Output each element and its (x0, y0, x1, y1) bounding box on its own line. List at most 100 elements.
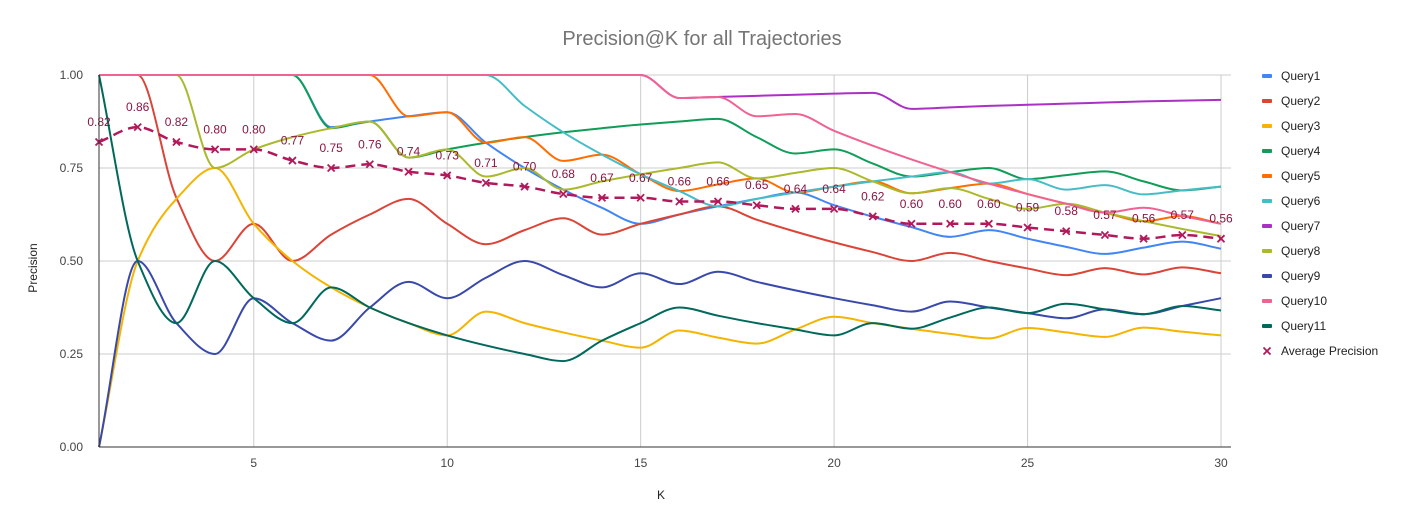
series-line-query8 (98, 74, 1222, 238)
average-precision-point (1139, 234, 1148, 243)
average-precision-point (636, 193, 645, 202)
legend-item-query6: Query6 (1262, 194, 1321, 208)
average-precision-point (249, 145, 258, 154)
legend-swatch (1262, 199, 1272, 203)
average-precision-data-label: 0.75 (319, 141, 343, 155)
x-tick-label: 15 (634, 456, 648, 470)
legend-swatch (1262, 274, 1272, 278)
average-precision-point (946, 219, 955, 228)
y-tick-label: 0.00 (60, 440, 84, 454)
average-precision-point (1216, 234, 1226, 243)
legend-item-query8: Query8 (1262, 244, 1321, 258)
average-precision-data-label: 0.86 (126, 100, 150, 114)
average-precision-data-label: 0.73 (436, 148, 460, 162)
average-precision-data-label: 0.59 (1016, 201, 1040, 215)
series-line-query6 (98, 74, 1222, 208)
average-precision-series: 0.820.860.820.80 0.800.770.75 0.760.74 0.73… (87, 100, 1233, 243)
y-tick-label: 0.50 (60, 254, 84, 268)
average-precision-point (365, 160, 374, 169)
legend-label: Query10 (1281, 294, 1327, 308)
legend-label: Average Precision (1281, 344, 1378, 358)
average-precision-point (210, 145, 220, 154)
average-precision-point (713, 197, 723, 206)
average-precision-point (829, 204, 839, 214)
legend-label: Query11 (1281, 319, 1326, 333)
average-precision-data-label: 0.68 (552, 167, 576, 181)
series-line-query4 (98, 74, 1222, 192)
legend-item-query2: Query2 (1262, 94, 1321, 108)
legend-swatch (1262, 299, 1272, 303)
x-tick-label: 5 (250, 456, 257, 470)
average-precision-point (868, 212, 877, 221)
average-precision-point (1023, 223, 1032, 232)
chart-title: Precision@K for all Trajectories (562, 28, 841, 50)
x-tick-label: 30 (1214, 456, 1228, 470)
average-precision-point (1100, 230, 1110, 240)
average-precision-data-label: 0.58 (1055, 204, 1079, 218)
average-precision-data-label: 0.66 (668, 174, 692, 188)
average-precision-point (404, 167, 413, 176)
legend-label: Query5 (1281, 169, 1321, 183)
average-precision-data-label: 0.60 (900, 197, 924, 211)
legend-label: Query7 (1281, 219, 1321, 233)
y-tick-label: 0.25 (60, 347, 84, 361)
series-line-query7 (98, 74, 1222, 110)
legend-item-query4: Query4 (1262, 144, 1321, 158)
legend-label: Query6 (1281, 194, 1321, 208)
legend-swatch (1262, 249, 1272, 253)
average-precision-data-label: 0.71 (474, 156, 498, 170)
legend-swatch (1262, 124, 1272, 128)
legend-label: Query3 (1281, 119, 1321, 133)
average-precision-data-label: 0.67 (629, 171, 653, 185)
legend-swatch (1262, 74, 1272, 78)
legend: Query1 Query2 Query3 Query4 Query5 Query6 Quer… (1262, 69, 1378, 358)
legend-item-query7: Query7 (1262, 219, 1321, 233)
average-precision-data-label: 0.60 (938, 197, 962, 211)
average-precision-point (675, 197, 684, 206)
x-axis-title: K (657, 488, 665, 502)
average-precision-point (327, 163, 336, 173)
average-precision-data-label: 0.62 (861, 189, 885, 203)
x-tick-label: 20 (827, 456, 841, 470)
average-precision-data-label: 0.80 (203, 122, 227, 136)
average-precision-point (133, 122, 142, 132)
y-tick-label: 0.75 (60, 161, 84, 175)
average-precision-data-label: 0.77 (281, 134, 305, 148)
average-precision-point (907, 219, 916, 228)
average-precision-point (1062, 227, 1071, 236)
average-precision-data-label: 0.64 (784, 182, 808, 196)
legend-label: Query1 (1281, 69, 1321, 83)
legend-marker (1262, 346, 1272, 356)
average-precision-data-label: 0.56 (1132, 212, 1156, 226)
series-line-query2 (98, 74, 1222, 277)
legend-swatch (1262, 224, 1272, 228)
average-precision-point (791, 204, 800, 214)
axes: 0.00 0.25 0.50 0.75 1.00 5 10 15 20 25 30 (60, 68, 1231, 470)
series-lines (98, 74, 1222, 448)
average-precision-point (172, 137, 181, 147)
series-line-query5 (98, 74, 1222, 225)
grid (99, 74, 1231, 448)
average-precision-data-label: 0.80 (242, 122, 266, 136)
average-precision-line (98, 125, 1222, 240)
series-line-query10 (98, 74, 1222, 225)
average-precision-data-label: 0.66 (706, 174, 730, 188)
x-tick-label: 10 (441, 456, 455, 470)
average-precision-point (520, 182, 529, 191)
y-axis-title: Precision (26, 243, 40, 292)
legend-swatch (1262, 149, 1272, 153)
legend-item-query11: Query11 (1262, 319, 1326, 333)
legend-label: Query4 (1281, 144, 1321, 158)
average-precision-point (288, 156, 297, 165)
average-precision-data-label: 0.57 (1093, 208, 1117, 222)
legend-item-query10: Query10 (1262, 294, 1327, 308)
average-precision-data-label: 0.65 (745, 178, 769, 192)
legend-swatch (1262, 99, 1272, 103)
average-precision-point (443, 171, 452, 180)
legend-item-query1: Query1 (1262, 69, 1321, 83)
average-precision-data-label: 0.57 (1171, 208, 1195, 222)
legend-item-query3: Query3 (1262, 119, 1321, 133)
average-precision-data-label: 0.64 (822, 182, 846, 196)
average-precision-point (559, 189, 568, 199)
